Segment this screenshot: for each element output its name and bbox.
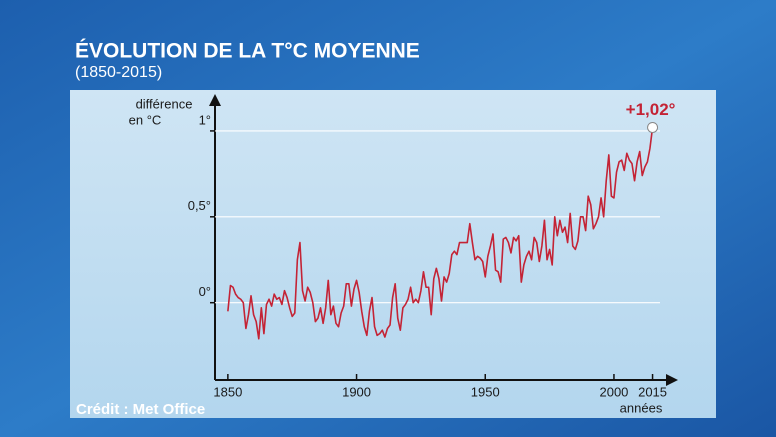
x-axis-label: années [620, 400, 663, 415]
x-tick-label: 1950 [471, 384, 500, 399]
x-tick-label: 1850 [213, 384, 242, 399]
y-tick-label: 1° [199, 112, 211, 127]
data-line [227, 127, 654, 340]
x-axis-arrow [666, 374, 678, 386]
x-tick-label: 2015 [638, 384, 667, 399]
chart-subtitle: (1850-2015) [75, 64, 162, 81]
x-tick-label: 1900 [342, 384, 371, 399]
panel [70, 90, 716, 418]
annotation: +1,02° [626, 100, 676, 119]
chart-title: ÉVOLUTION DE LA T°C MOYENNE [75, 40, 420, 63]
x-tick-label: 2000 [599, 384, 628, 399]
y-tick-label: 0° [199, 284, 211, 299]
y-tick-label: 0,5° [188, 198, 211, 213]
y-axis-label: en °C [129, 112, 162, 127]
y-axis-arrow [209, 94, 221, 106]
credit: Crédit : Met Office [76, 401, 205, 418]
y-axis-label: différence [136, 96, 193, 111]
end-marker [647, 121, 659, 133]
